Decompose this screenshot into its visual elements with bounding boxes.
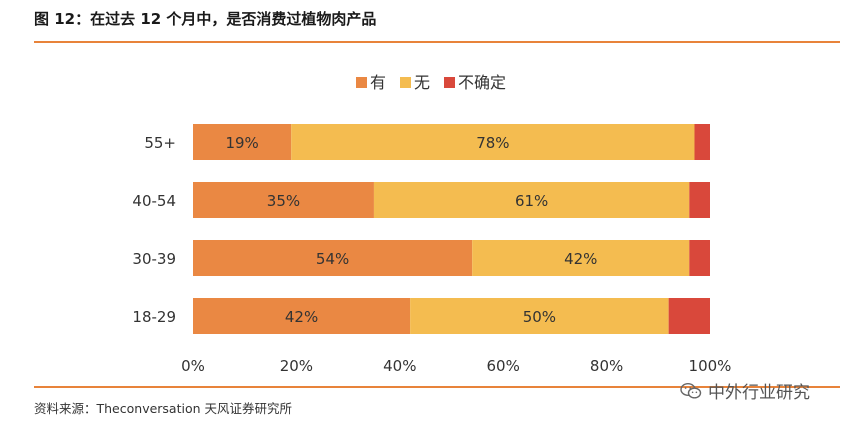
bar-1-0 bbox=[291, 124, 695, 160]
data-label-0-1: 35% bbox=[267, 192, 300, 210]
legend-swatch-0 bbox=[356, 77, 367, 88]
bar-2-3 bbox=[668, 298, 710, 334]
x-tick-label-2: 40% bbox=[383, 357, 416, 375]
category-label-2: 30-39 bbox=[132, 250, 176, 268]
bar-0-3 bbox=[193, 298, 411, 334]
legend-label-1: 无 bbox=[414, 73, 430, 92]
data-label-1-1: 61% bbox=[515, 192, 548, 210]
data-label-1-2: 42% bbox=[564, 250, 597, 268]
legend-swatch-1 bbox=[400, 77, 411, 88]
x-tick-label-3: 60% bbox=[487, 357, 520, 375]
legend-swatch-2 bbox=[444, 77, 455, 88]
source-note: 资料来源：Theconversation 天风证券研究所 bbox=[34, 401, 293, 416]
bar-1-1 bbox=[373, 182, 690, 218]
bar-0-1 bbox=[193, 182, 374, 218]
figure-title: 图 12：在过去 12 个月中，是否消费过植物肉产品 bbox=[34, 10, 377, 28]
bar-2-0 bbox=[694, 124, 710, 160]
category-label-3: 18-29 bbox=[132, 308, 176, 326]
watermark-text: 中外行业研究 bbox=[708, 383, 810, 403]
wechat-icon bbox=[680, 382, 702, 399]
bar-0-0 bbox=[193, 124, 292, 160]
footer-rule bbox=[34, 386, 840, 388]
data-label-1-3: 50% bbox=[523, 308, 556, 326]
bar-2-2 bbox=[689, 240, 710, 276]
data-label-0-0: 19% bbox=[225, 134, 258, 152]
x-tick-label-5: 100% bbox=[689, 357, 732, 375]
x-tick-label-1: 20% bbox=[280, 357, 313, 375]
bar-1-2 bbox=[472, 240, 690, 276]
watermark: 中外行业研究 bbox=[680, 378, 810, 403]
x-tick-label-4: 80% bbox=[590, 357, 623, 375]
category-label-1: 40-54 bbox=[132, 192, 176, 210]
bar-0-2 bbox=[193, 240, 473, 276]
bar-1-3 bbox=[410, 298, 669, 334]
header-rule bbox=[34, 41, 840, 43]
legend-label-0: 有 bbox=[370, 73, 386, 92]
data-label-0-3: 42% bbox=[285, 308, 318, 326]
x-tick-label-0: 0% bbox=[181, 357, 205, 375]
data-label-0-2: 54% bbox=[316, 250, 349, 268]
bar-2-1 bbox=[689, 182, 710, 218]
data-label-1-0: 78% bbox=[476, 134, 509, 152]
legend-label-2: 不确定 bbox=[458, 73, 506, 92]
category-label-0: 55+ bbox=[144, 134, 176, 152]
